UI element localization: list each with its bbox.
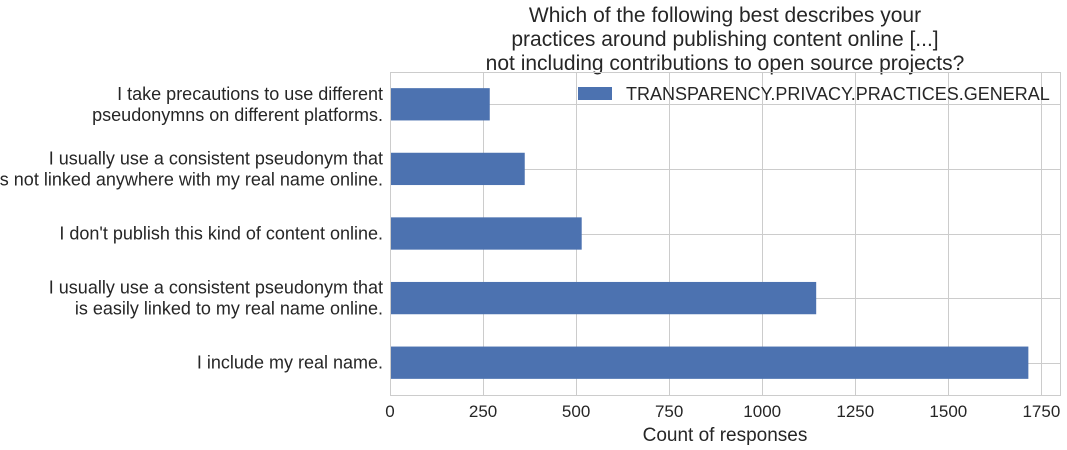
chart-title: Which of the following best describes yo…	[486, 4, 965, 75]
x-tick-label: 1250	[836, 402, 874, 421]
legend-swatch	[578, 87, 612, 100]
bar	[390, 217, 582, 250]
legend-label: TRANSPARENCY.PRIVACY.PRACTICES.GENERAL	[626, 84, 1050, 104]
x-tick-label: 250	[469, 402, 497, 421]
bars	[390, 88, 1029, 379]
x-tick-label: 500	[562, 402, 590, 421]
x-tick-label: 1750	[1022, 402, 1060, 421]
bar	[390, 346, 1029, 379]
y-category-label: I usually use a consistent pseudonym tha…	[49, 278, 383, 298]
bar	[390, 152, 525, 186]
y-axis-category-labels: I include my real name. I usually use a c…	[0, 84, 383, 373]
y-category-label: I include my real name.	[197, 353, 383, 373]
y-category-label: is easily linked to my real name online.	[75, 299, 383, 319]
bar	[390, 88, 490, 121]
chart-title-line: practices around publishing content onli…	[511, 28, 938, 51]
x-tick-label: 0	[385, 402, 394, 421]
x-tick-label: 1000	[743, 402, 781, 421]
bar	[390, 281, 817, 315]
chart-title-line: not including contributions to open sour…	[486, 52, 965, 75]
chart-title-line: Which of the following best describes yo…	[529, 4, 921, 27]
y-category-label: I don't publish this kind of content onl…	[59, 224, 383, 244]
y-category-label: I take precautions to use different	[117, 84, 383, 104]
legend: TRANSPARENCY.PRIVACY.PRACTICES.GENERAL	[578, 84, 1050, 104]
x-axis-label: Count of responses	[643, 425, 808, 446]
x-tick-label: 1500	[929, 402, 967, 421]
plot-frame	[390, 72, 1061, 396]
y-category-label: I usually use a consistent pseudonym tha…	[49, 148, 383, 168]
x-tick-label: 750	[655, 402, 683, 421]
y-category-label: is not linked anywhere with my real name…	[0, 169, 383, 189]
x-axis-ticks: 0 250 500 750 1000 1250 1500 1750	[385, 402, 1060, 421]
y-category-label: pseudonymns on different platforms.	[92, 105, 383, 125]
